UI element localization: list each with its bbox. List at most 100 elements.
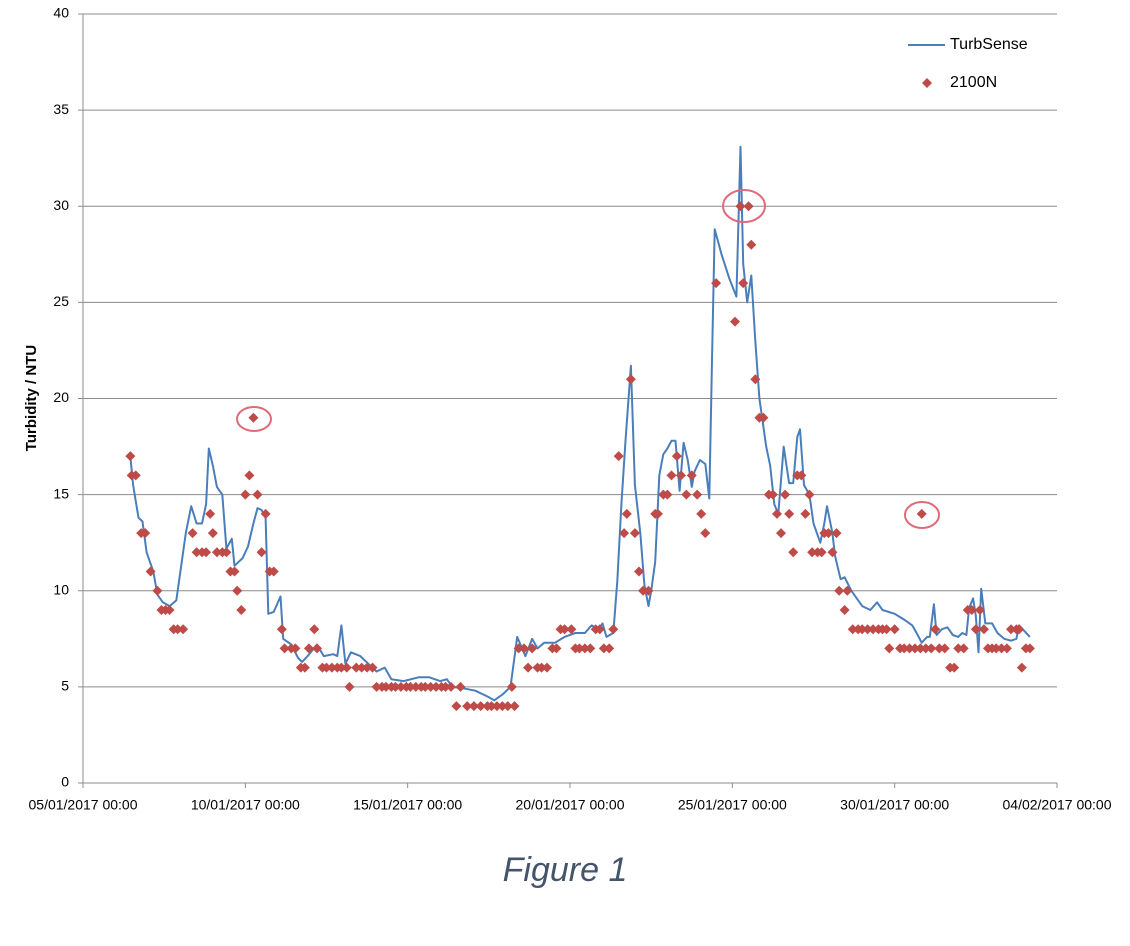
data-point xyxy=(221,547,232,558)
data-point xyxy=(827,547,838,558)
data-point xyxy=(491,701,502,712)
data-point xyxy=(909,643,920,654)
y-axis-label: Turbidity / NTU xyxy=(23,345,40,451)
data-point xyxy=(268,566,279,577)
data-point xyxy=(536,662,547,673)
data-point xyxy=(309,624,320,635)
data-point xyxy=(831,528,842,539)
data-point xyxy=(248,412,259,423)
data-point xyxy=(692,489,703,500)
data-point xyxy=(256,547,267,558)
y-tick-label: 10 xyxy=(53,581,69,597)
data-point xyxy=(643,585,654,596)
data-point xyxy=(974,604,985,615)
data-point xyxy=(130,470,141,481)
data-point xyxy=(451,701,462,712)
data-point xyxy=(796,470,807,481)
data-point xyxy=(970,624,981,635)
data-point xyxy=(207,528,218,539)
data-point xyxy=(502,701,513,712)
data-point xyxy=(1006,624,1017,635)
data-point xyxy=(730,316,741,327)
data-point xyxy=(996,643,1007,654)
data-point xyxy=(700,528,711,539)
data-point xyxy=(953,643,964,654)
data-point xyxy=(594,624,605,635)
data-point xyxy=(834,585,845,596)
data-point xyxy=(966,604,977,615)
data-point xyxy=(930,624,941,635)
data-point xyxy=(321,662,332,673)
y-tick-label: 40 xyxy=(53,5,69,21)
data-point xyxy=(857,624,868,635)
data-point xyxy=(662,489,673,500)
data-point xyxy=(211,547,222,558)
x-tick-label: 05/01/2017 00:00 xyxy=(29,797,138,813)
data-point xyxy=(666,470,677,481)
data-point xyxy=(276,624,287,635)
data-point xyxy=(431,681,442,692)
data-point xyxy=(566,624,577,635)
highlight-circle xyxy=(904,501,940,529)
data-point xyxy=(823,528,834,539)
data-point xyxy=(362,662,373,673)
data-point xyxy=(232,585,243,596)
x-tick-label: 15/01/2017 00:00 xyxy=(353,797,462,813)
data-point xyxy=(326,662,337,673)
data-point xyxy=(862,624,873,635)
data-point xyxy=(816,547,827,558)
data-point xyxy=(462,701,473,712)
data-point xyxy=(187,528,198,539)
data-point xyxy=(523,662,534,673)
data-point xyxy=(868,624,879,635)
y-tick-label: 0 xyxy=(61,774,69,790)
data-point xyxy=(513,643,524,654)
data-point xyxy=(164,604,175,615)
data-point xyxy=(559,624,570,635)
data-point xyxy=(899,643,910,654)
data-point xyxy=(771,508,782,519)
data-point xyxy=(711,278,722,289)
data-point xyxy=(889,624,900,635)
data-point xyxy=(788,547,799,558)
legend-swatch xyxy=(922,78,932,88)
x-tick-label: 25/01/2017 00:00 xyxy=(678,797,787,813)
data-point xyxy=(205,508,216,519)
data-point xyxy=(804,489,815,500)
data-point xyxy=(229,566,240,577)
data-point xyxy=(410,681,421,692)
data-point xyxy=(686,470,697,481)
x-tick-label: 10/01/2017 00:00 xyxy=(191,797,300,813)
data-point xyxy=(252,489,263,500)
data-point xyxy=(509,701,520,712)
data-point xyxy=(497,701,508,712)
y-tick-label: 5 xyxy=(61,678,69,694)
data-point xyxy=(1016,662,1027,673)
data-point xyxy=(776,528,787,539)
data-point xyxy=(579,643,590,654)
data-point xyxy=(191,547,202,558)
data-point xyxy=(735,201,746,212)
data-point xyxy=(800,508,811,519)
data-point xyxy=(675,470,686,481)
data-point xyxy=(839,604,850,615)
data-point xyxy=(934,643,945,654)
axes: 0 5 10 15 20 25 30 35 40 05/01/2017 00:00 10/01/20… xyxy=(29,5,1112,813)
data-point xyxy=(303,643,314,654)
data-point xyxy=(625,374,636,385)
data-point xyxy=(608,624,619,635)
x-tick-label: 04/02/2017 00:00 xyxy=(1003,797,1112,813)
data-point xyxy=(244,470,255,481)
data-point xyxy=(978,624,989,635)
data-point xyxy=(784,508,795,519)
data-point xyxy=(341,662,352,673)
data-point xyxy=(475,701,486,712)
data-point xyxy=(884,643,895,654)
data-point xyxy=(371,681,382,692)
data-point xyxy=(696,508,707,519)
data-point xyxy=(299,662,310,673)
data-point xyxy=(847,624,858,635)
data-point xyxy=(260,508,271,519)
y-tick-label: 25 xyxy=(53,293,69,309)
